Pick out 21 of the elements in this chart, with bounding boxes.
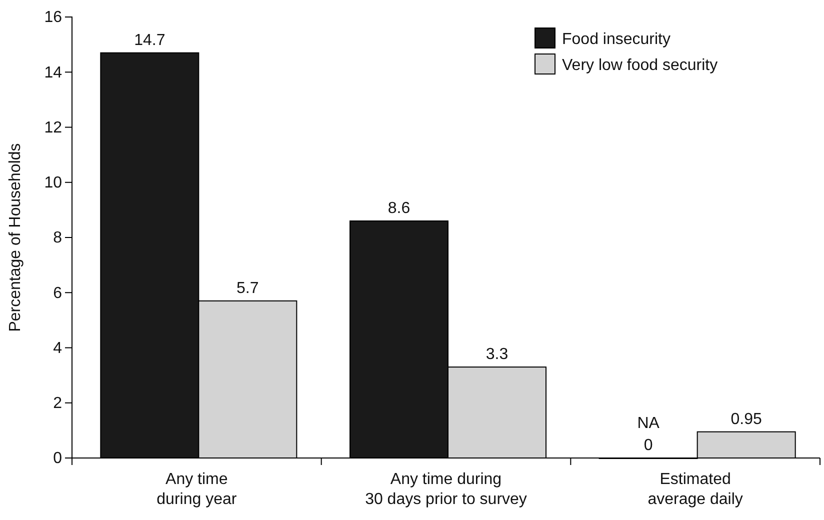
y-tick-label: 12 xyxy=(44,119,62,136)
x-tick-label: Estimated average daily xyxy=(648,471,743,508)
data-label: 14.7 xyxy=(134,32,166,49)
data-label: 3.3 xyxy=(486,346,508,364)
legend-label: Food insecurity xyxy=(562,31,670,48)
data-label: NA 0 xyxy=(637,415,660,454)
legend-label: Very low food security xyxy=(562,57,718,74)
y-tick-label: 2 xyxy=(53,394,62,412)
y-tick-label: 8 xyxy=(53,230,62,247)
y-tick-label: 4 xyxy=(53,340,62,357)
y-tick-label: 0 xyxy=(53,450,62,468)
y-tick-label: 10 xyxy=(44,174,62,192)
data-label: 8.6 xyxy=(388,200,410,217)
x-tick-label: Any time during 30 days prior to survey xyxy=(365,471,527,508)
x-tick-label: Any time during year xyxy=(156,471,238,508)
y-tick-label: 6 xyxy=(53,284,62,302)
data-label: 0.95 xyxy=(730,410,762,428)
y-tick-label: 16 xyxy=(44,9,62,26)
y-tick-label: 14 xyxy=(44,64,62,82)
data-label: 5.7 xyxy=(236,280,259,297)
y-axis-title: Percentage of Households xyxy=(7,143,24,332)
